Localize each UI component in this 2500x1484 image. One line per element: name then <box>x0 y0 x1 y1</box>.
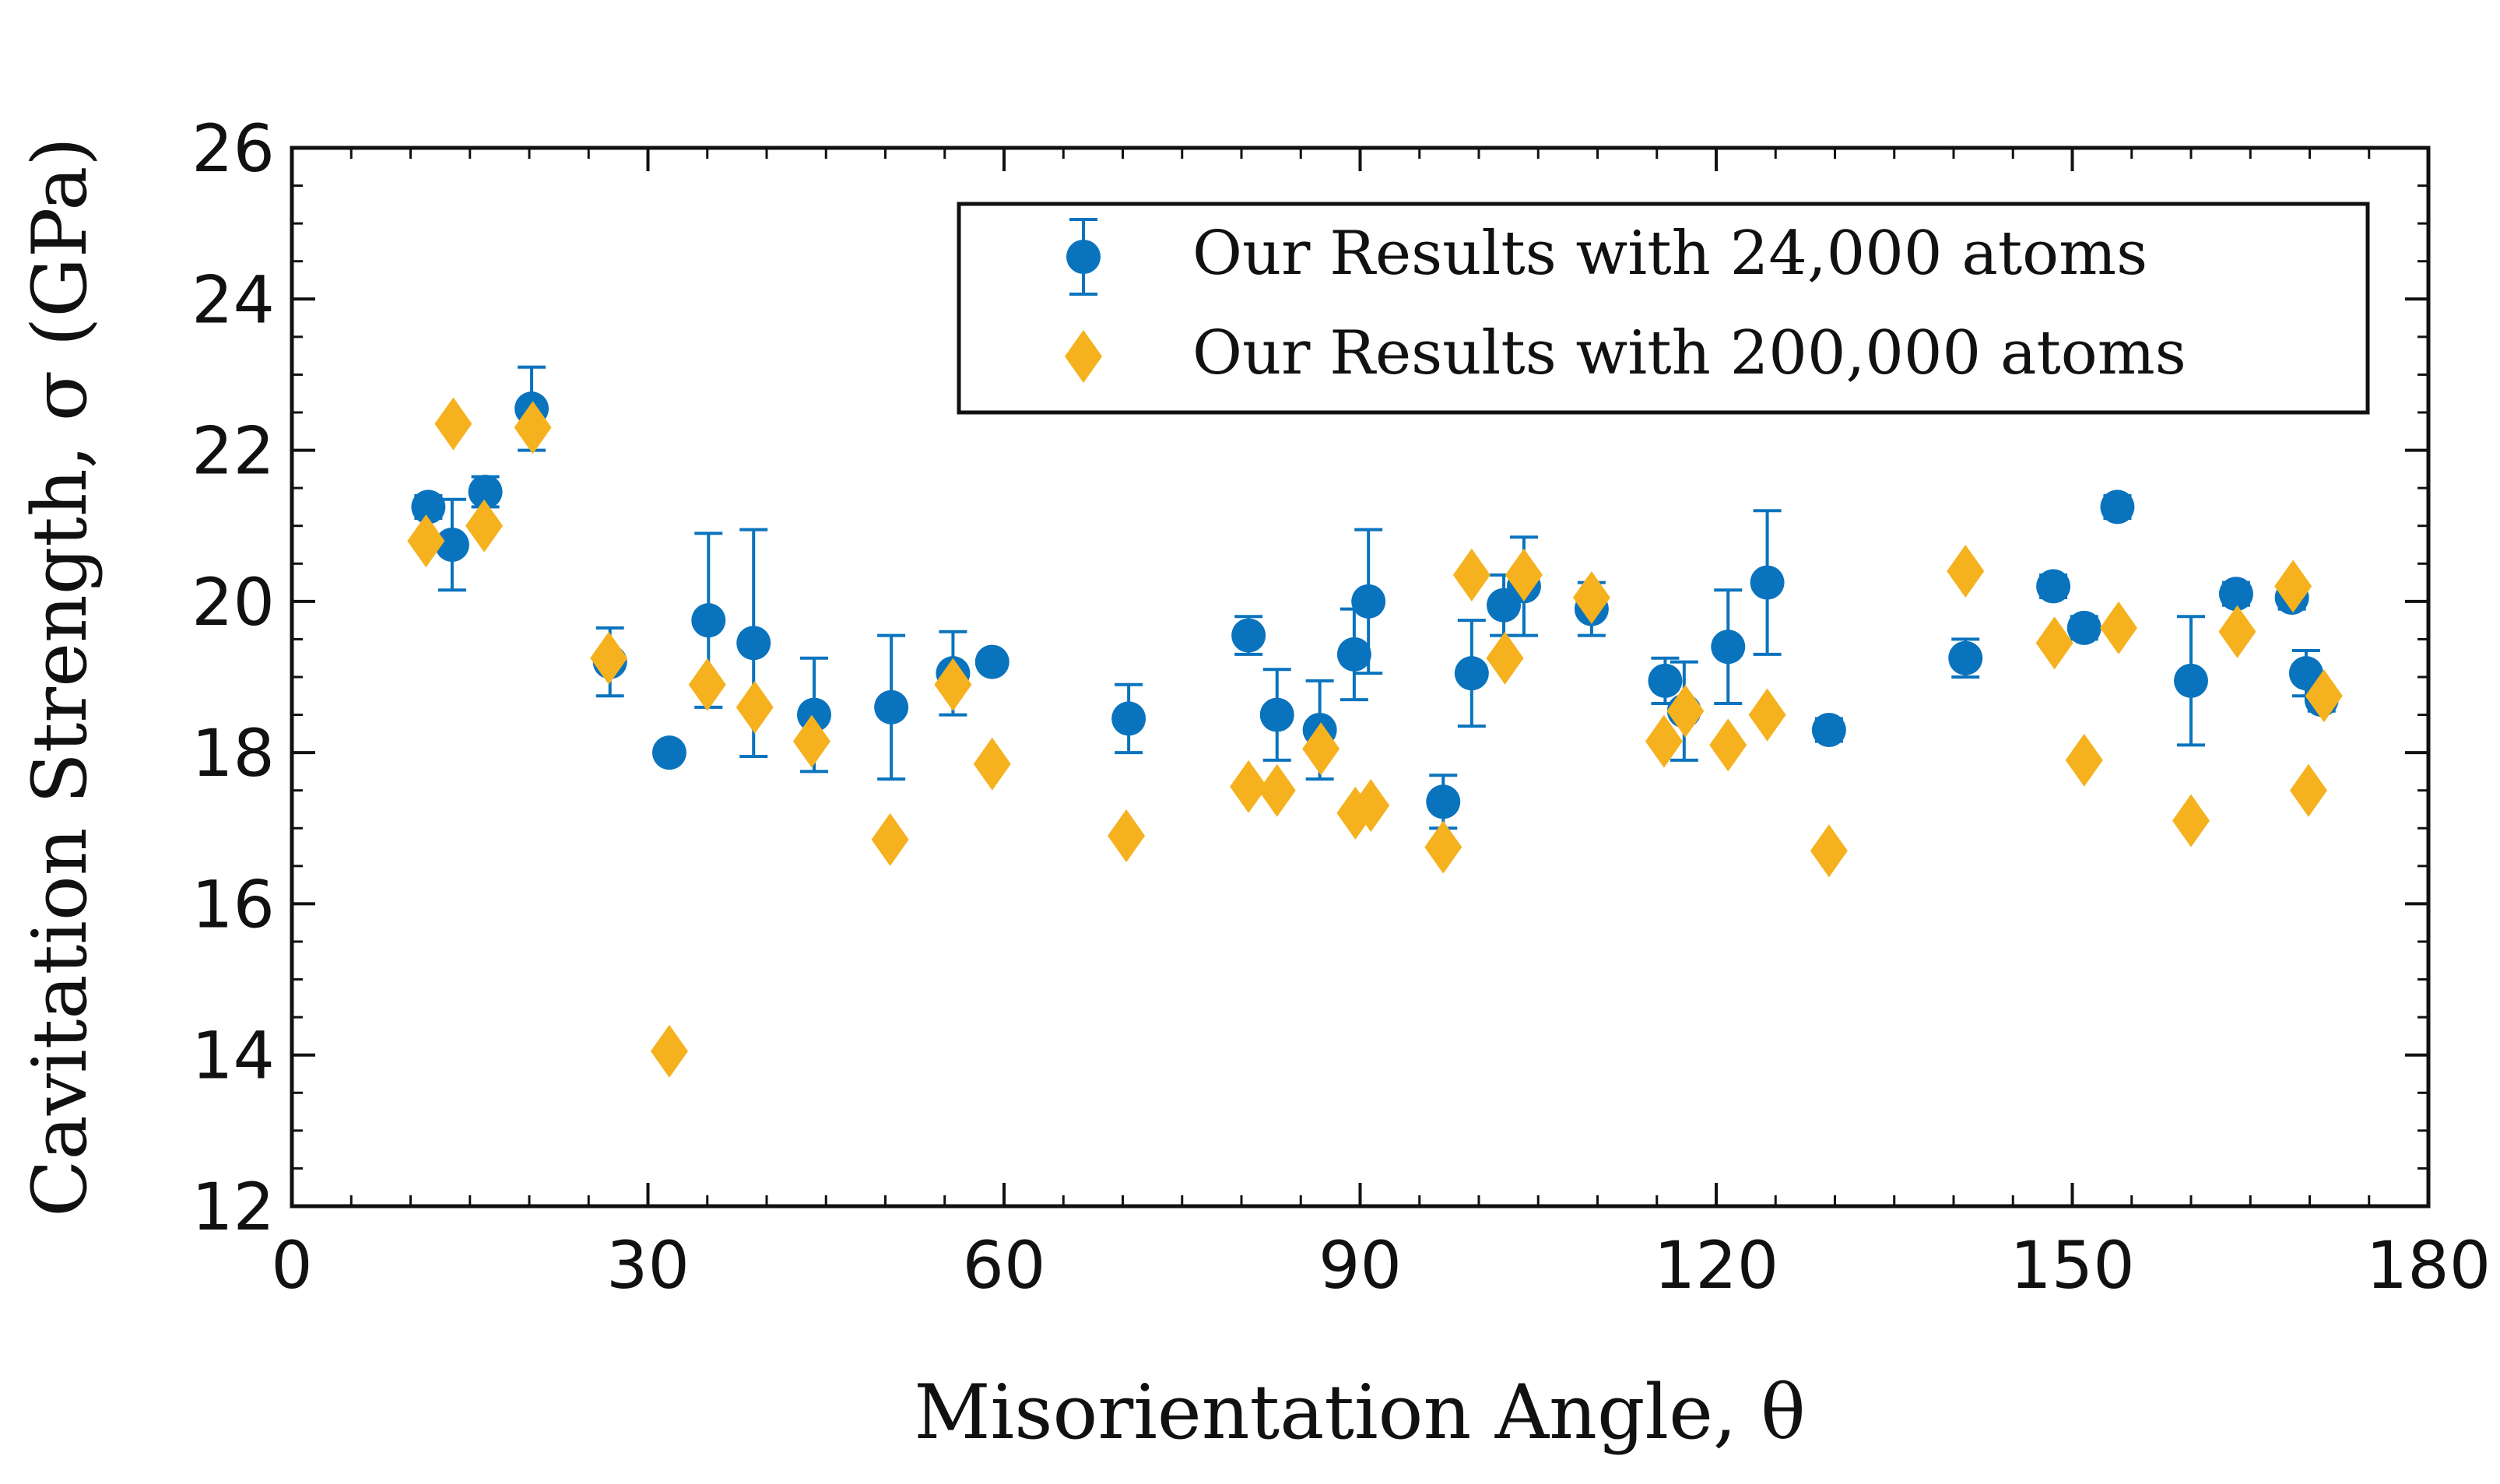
point-24000-atoms <box>1648 663 1683 698</box>
point-24000-atoms <box>974 644 1009 679</box>
point-24000-atoms <box>2174 663 2208 698</box>
y-tick-label: 22 <box>191 413 275 489</box>
x-tick-label: 150 <box>2010 1227 2134 1303</box>
point-24000-atoms <box>2100 489 2135 524</box>
y-tick-label: 24 <box>191 261 275 338</box>
x-tick-label: 90 <box>1318 1227 1402 1303</box>
x-tick-label: 0 <box>271 1227 312 1303</box>
point-200000-atoms <box>1258 763 1296 817</box>
point-24000-atoms <box>468 475 503 509</box>
axis-tick-labels: 0 30 60 90 120 150 180 12 14 16 18 20 22 24 26 <box>191 111 2491 1303</box>
y-tick-label: 20 <box>191 564 275 640</box>
point-200000-atoms <box>2172 794 2210 847</box>
point-200000-atoms <box>1645 714 1683 768</box>
point-24000-atoms <box>2218 577 2253 612</box>
legend-items <box>1065 218 1102 383</box>
point-24000-atoms <box>1454 656 1489 691</box>
point-200000-atoms <box>2305 669 2343 723</box>
point-24000-atoms <box>2036 569 2071 604</box>
x-tick-label: 60 <box>963 1227 1046 1303</box>
point-200000-atoms <box>1947 545 1985 598</box>
legend-label-200000: Our Results with 200,000 atoms <box>1192 318 2186 388</box>
x-tick-label: 120 <box>1654 1227 1778 1303</box>
point-24000-atoms <box>1711 630 1746 665</box>
y-tick-label: 18 <box>191 715 275 791</box>
point-200000-atoms <box>1352 779 1390 833</box>
point-200000-atoms <box>1709 718 1747 772</box>
point-24000-atoms <box>1750 565 1785 600</box>
point-24000-atoms <box>2066 610 2101 645</box>
point-24000-atoms <box>1426 784 1461 819</box>
point-24000-atoms <box>736 626 771 661</box>
point-200000-atoms <box>973 737 1011 791</box>
y-tick-label: 16 <box>191 866 275 942</box>
point-200000-atoms <box>514 401 552 454</box>
point-200000-atoms <box>590 631 628 685</box>
y-tick-label: 14 <box>191 1018 275 1094</box>
point-24000-atoms <box>2288 656 2323 691</box>
legend: Our Results with 24,000 atoms Our Result… <box>957 202 2370 415</box>
point-200000-atoms <box>2289 763 2327 817</box>
point-24000-atoms <box>1259 697 1294 732</box>
point-200000-atoms <box>1230 760 1268 813</box>
point-200000-atoms <box>871 812 909 866</box>
point-200000-atoms <box>465 499 504 553</box>
point-24000-atoms <box>651 735 686 770</box>
data-marks <box>407 365 2343 1078</box>
legend-box <box>957 202 2370 415</box>
point-24000-atoms <box>1811 713 1846 747</box>
point-200000-atoms <box>934 658 972 711</box>
point-200000-atoms <box>2218 605 2256 658</box>
point-24000-atoms <box>1948 640 1983 675</box>
point-24000-atoms <box>411 489 446 524</box>
point-200000-atoms <box>650 1024 688 1078</box>
point-200000-atoms <box>1810 824 1848 878</box>
y-tick-label: 26 <box>191 111 275 187</box>
legend-marker-24000 <box>1066 240 1101 274</box>
point-200000-atoms <box>2099 601 2137 654</box>
axis-ticks <box>290 146 2430 1208</box>
point-24000-atoms <box>691 603 726 638</box>
point-24000-atoms <box>874 689 909 724</box>
point-200000-atoms <box>407 514 445 568</box>
point-200000-atoms <box>1302 722 1340 776</box>
point-200000-atoms <box>688 658 726 711</box>
point-200000-atoms <box>1572 571 1610 624</box>
point-200000-atoms <box>1505 548 1543 602</box>
point-200000-atoms <box>1452 548 1491 602</box>
legend-marker-200000 <box>1065 330 1102 383</box>
y-tick-label: 12 <box>191 1169 275 1245</box>
point-24000-atoms <box>434 528 469 562</box>
point-200000-atoms <box>2035 616 2073 670</box>
point-24000-atoms <box>1336 637 1371 672</box>
point-200000-atoms <box>1666 684 1705 738</box>
point-200000-atoms <box>1424 820 1462 874</box>
point-200000-atoms <box>1486 631 1524 685</box>
point-200000-atoms <box>1748 688 1786 742</box>
x-axis-title: Misorientation Angle, θ <box>914 1369 1805 1456</box>
point-200000-atoms <box>2065 733 2103 787</box>
legend-label-24000: Our Results with 24,000 atoms <box>1192 219 2147 289</box>
y-axis-title: Cavitation Strength, σ (GPa) <box>16 137 104 1217</box>
x-tick-label: 180 <box>2366 1227 2491 1303</box>
point-24000-atoms <box>1351 584 1386 619</box>
point-200000-atoms <box>2274 560 2312 613</box>
point-24000-atoms <box>1111 701 1146 736</box>
point-24000-atoms <box>797 697 831 732</box>
point-200000-atoms <box>792 714 830 768</box>
x-tick-label: 30 <box>606 1227 690 1303</box>
point-200000-atoms <box>1108 809 1146 862</box>
point-24000-atoms <box>1231 618 1266 653</box>
point-200000-atoms <box>434 397 472 451</box>
point-200000-atoms <box>736 680 774 734</box>
